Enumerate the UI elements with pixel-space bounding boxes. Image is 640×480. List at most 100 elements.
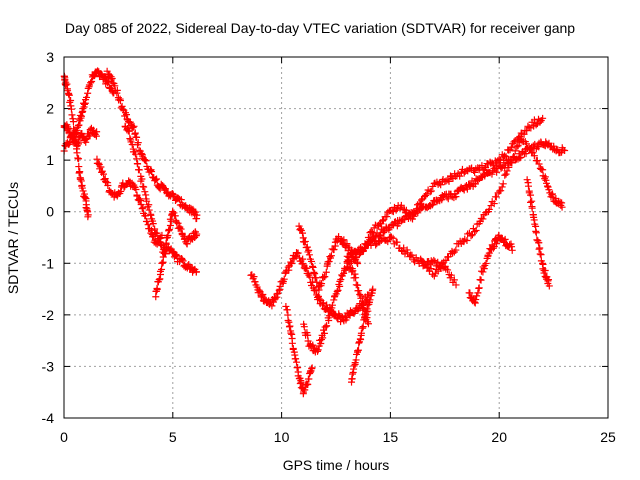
data-point xyxy=(447,271,455,279)
data-point xyxy=(299,229,307,237)
data-point xyxy=(65,91,73,99)
data-point xyxy=(422,191,430,199)
data-point xyxy=(426,188,434,196)
y-tick-label: -2 xyxy=(42,307,55,323)
data-point xyxy=(427,187,435,195)
data-point xyxy=(340,269,348,277)
data-point xyxy=(500,237,508,245)
data-point xyxy=(545,282,553,290)
data-point xyxy=(82,201,90,209)
data-point xyxy=(463,185,471,193)
data-point xyxy=(444,176,452,184)
data-point xyxy=(330,296,338,304)
data-point xyxy=(357,331,365,339)
data-point xyxy=(358,245,366,253)
data-point xyxy=(411,258,419,266)
data-point xyxy=(142,157,150,165)
data-point xyxy=(537,251,545,259)
data-point xyxy=(153,175,161,183)
data-point xyxy=(271,294,279,302)
chart-title: Day 085 of 2022, Sidereal Day-to-day VTE… xyxy=(65,20,575,36)
data-point xyxy=(149,220,157,228)
data-point xyxy=(130,122,138,130)
data-point xyxy=(319,299,327,307)
data-point xyxy=(69,118,77,126)
data-point xyxy=(467,232,475,240)
data-point xyxy=(273,290,281,298)
x-tick-labels: 0 5 10 15 20 25 xyxy=(60,429,616,445)
data-point xyxy=(392,206,400,214)
data-point xyxy=(527,191,535,199)
data-point xyxy=(429,200,437,208)
series-arc-15 xyxy=(364,114,547,242)
data-point xyxy=(376,238,384,246)
data-point xyxy=(536,250,544,258)
data-point xyxy=(520,130,528,138)
data-point xyxy=(251,278,259,286)
data-point xyxy=(478,162,486,170)
data-point xyxy=(310,268,318,276)
data-point xyxy=(93,128,101,136)
data-point xyxy=(103,67,111,75)
data-point xyxy=(335,233,343,241)
x-tick-label: 25 xyxy=(600,429,616,445)
data-point xyxy=(468,293,476,301)
data-point xyxy=(337,276,345,283)
data-point xyxy=(129,124,137,132)
data-point xyxy=(65,140,73,148)
y-tick-label: -1 xyxy=(42,255,55,271)
series-arc-2 xyxy=(60,72,92,221)
data-point xyxy=(193,230,201,238)
data-point xyxy=(250,273,258,281)
series-arc-16 xyxy=(419,136,566,280)
data-point xyxy=(318,336,326,344)
data-point xyxy=(169,191,177,199)
data-point xyxy=(75,121,83,129)
data-point xyxy=(164,232,172,240)
data-point xyxy=(445,177,453,185)
data-point xyxy=(535,245,543,253)
data-point xyxy=(417,200,425,208)
data-point xyxy=(75,163,83,171)
data-point xyxy=(496,156,504,164)
data-point xyxy=(368,228,376,236)
data-point xyxy=(532,229,540,237)
data-point xyxy=(137,197,145,205)
data-point xyxy=(402,206,410,214)
data-point xyxy=(493,168,501,176)
data-point xyxy=(312,287,320,295)
data-point xyxy=(116,97,124,105)
data-point xyxy=(463,236,471,244)
data-point xyxy=(89,126,97,134)
data-point xyxy=(148,168,156,176)
data-point xyxy=(501,171,509,179)
data-point xyxy=(306,273,314,281)
data-point xyxy=(558,203,566,211)
data-point xyxy=(379,216,387,224)
data-point xyxy=(508,158,516,166)
data-point xyxy=(132,185,140,193)
data-point xyxy=(82,138,90,146)
series-arc-6 xyxy=(121,122,200,276)
data-point xyxy=(87,79,95,87)
data-point xyxy=(312,274,320,282)
data-point xyxy=(299,260,307,268)
data-point xyxy=(527,198,535,206)
data-point xyxy=(140,156,148,164)
data-point xyxy=(526,145,534,153)
data-point xyxy=(474,289,482,297)
data-point xyxy=(255,286,263,294)
series-arc-14 xyxy=(343,233,460,289)
data-point xyxy=(359,323,367,331)
data-point xyxy=(192,208,200,216)
x-axis-label: GPS time / hours xyxy=(283,457,390,473)
data-point xyxy=(133,133,141,141)
data-point xyxy=(442,256,450,264)
data-point xyxy=(305,375,313,383)
data-point xyxy=(536,244,544,252)
data-point xyxy=(456,172,464,180)
data-point xyxy=(522,140,530,148)
data-point xyxy=(192,268,200,276)
data-point xyxy=(77,112,85,120)
y-tick-label: 2 xyxy=(46,101,54,117)
